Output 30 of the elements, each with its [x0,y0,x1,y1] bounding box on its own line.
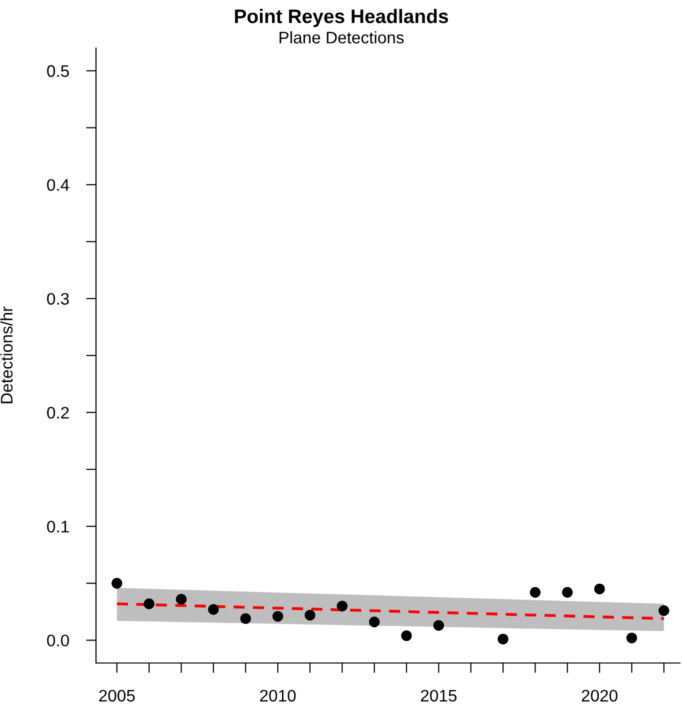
y-tick-label: 0.1 [47,520,69,533]
point [433,620,444,631]
point [498,634,508,644]
chart-subtitle: Plane Detections [280,31,404,44]
x-tick-label: 2010 [260,690,296,702]
point [562,587,573,598]
point [208,604,219,615]
y-tick-label: 0.4 [47,179,70,191]
point [658,605,670,616]
y-tick-label: 0.0 [47,634,69,646]
point [336,600,348,612]
y-tick-label: 0.3 [47,292,69,305]
y-tick-label: 0.5 [47,65,69,77]
x-tick-label: 2020 [582,690,618,702]
point [272,610,284,622]
point [240,613,251,624]
point [626,632,638,644]
chart-title: Point Reyes Headlands [235,8,448,28]
point [112,578,122,589]
point [368,616,380,628]
x-tick-label: 2015 [420,690,457,702]
y-tick-label: 0.2 [47,406,69,419]
y-axis-title: Detections/hr [0,306,13,404]
point [401,630,412,642]
point [176,594,187,605]
x-tick-label: 2005 [99,690,135,702]
point [530,587,541,598]
point [144,598,154,610]
point [304,610,316,621]
point [594,584,605,594]
